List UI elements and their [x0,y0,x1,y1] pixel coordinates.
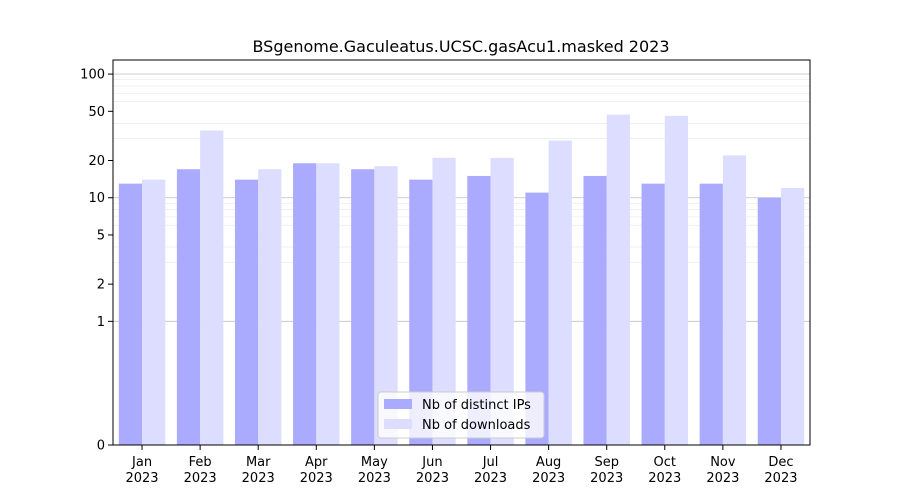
x-tick-label-month: May [361,455,388,470]
x-tick-label-month: Jan [131,455,152,470]
bar-downloads-feb [200,130,224,445]
bar-downloads-mar [258,169,282,445]
x-tick-label-month: Jul [482,455,499,470]
legend-swatch [384,399,412,409]
x-tick-label-year: 2023 [590,471,623,486]
x-tick-label-month: Apr [305,455,328,470]
bar-ips-sep [583,175,607,445]
bar-downloads-dec [780,187,805,445]
x-tick-label-year: 2023 [242,471,275,486]
x-tick-label-year: 2023 [358,471,391,486]
bar-downloads-may [374,166,398,445]
x-tick-label-month: Mar [246,455,271,470]
bar-ips-may [351,169,375,445]
bar-ips-feb [176,169,201,445]
axes: 0125102050100Jan2023Feb2023Mar2023Apr202… [80,59,811,486]
legend-box [377,391,545,439]
grid-lines [113,73,810,322]
x-tick-label-year: 2023 [706,471,739,486]
plot-frame [112,59,811,446]
x-tick-label-month: Dec [768,455,793,470]
x-tick-label-month: Feb [189,455,212,470]
bar-ips-jan [118,183,143,445]
y-tick-label: 5 [97,228,105,243]
y-tick-label: 50 [88,105,105,120]
bar-ips-dec [757,197,781,445]
legend: Nb of distinct IPs Nb of downloads [377,391,545,439]
bar-downloads-apr [316,163,340,445]
bar-ips-nov [699,183,723,445]
bar-downloads-nov [722,155,747,445]
legend-label: Nb of distinct IPs [422,398,531,413]
chart-title: BSgenome.Gaculeatus.UCSC.gasAcu1.masked … [252,37,669,56]
bars [118,114,805,446]
x-tick-label-year: 2023 [416,471,449,486]
x-tick-label-year: 2023 [474,471,507,486]
y-tick-label: 100 [80,68,105,83]
y-tick-label: 1 [97,315,105,330]
x-tick-label-year: 2023 [184,471,217,486]
x-tick-label-month: Jun [421,455,442,470]
x-tick-label-month: Sep [594,455,619,470]
x-tick-label-month: Aug [536,455,561,470]
x-tick-label-year: 2023 [125,471,158,486]
legend-swatch [384,419,412,429]
bar-ips-jun [409,179,433,446]
bar-downloads-oct [664,115,689,446]
bar-ips-apr [293,163,317,445]
y-tick-label: 20 [88,154,105,169]
y-tick-label: 0 [97,439,105,454]
bar-ips-mar [234,179,259,446]
bar-downloads-sep [606,114,630,445]
bar-downloads-jan [142,179,166,446]
bar-ips-oct [641,183,665,445]
bar-downloads-aug [548,140,572,445]
bar-ips-aug [525,192,549,445]
bar-downloads-jun [432,157,456,446]
bar-downloads-jul [490,157,514,446]
y-tick-label: 2 [97,278,105,293]
x-tick-label-year: 2023 [648,471,681,486]
x-tick-label-year: 2023 [764,471,797,486]
bar-ips-jul [467,175,491,445]
x-tick-label-year: 2023 [532,471,565,486]
legend-label: Nb of downloads [422,418,531,433]
x-tick-label-month: Oct [654,455,676,470]
x-tick-label-year: 2023 [300,471,333,486]
y-tick-label: 10 [88,191,105,206]
x-tick-label-month: Nov [710,455,736,470]
